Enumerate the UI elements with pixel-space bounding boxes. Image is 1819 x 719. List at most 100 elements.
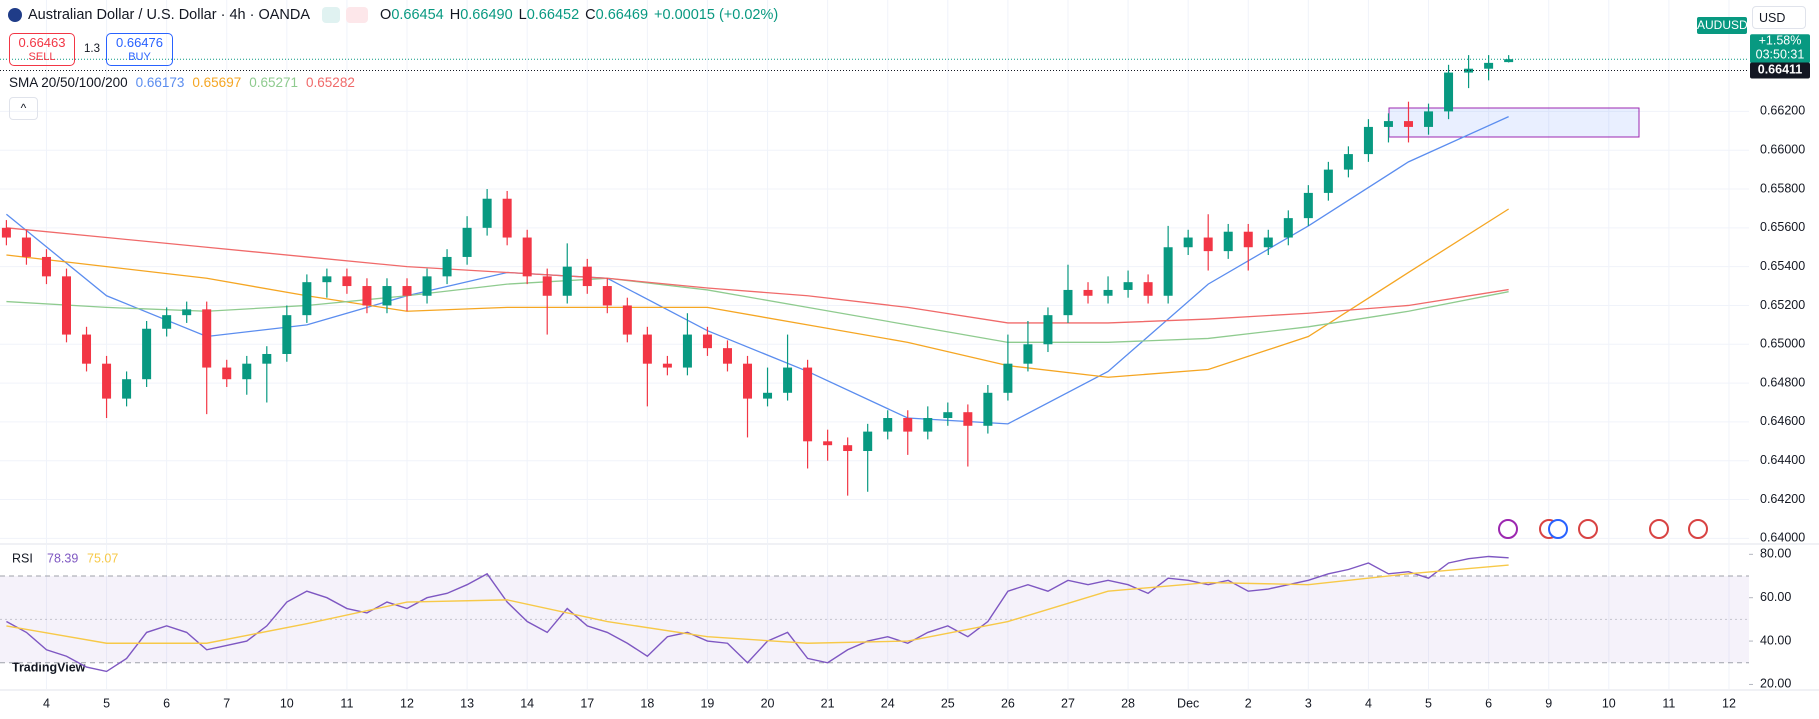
candle-body bbox=[1504, 59, 1514, 63]
x-tick-label: 13 bbox=[460, 696, 474, 710]
event-icon bbox=[1548, 519, 1568, 539]
buy-button[interactable]: 0.66476 BUY bbox=[106, 33, 173, 66]
x-tick-label: 7 bbox=[223, 696, 230, 710]
y-tick-label: 0.64200 bbox=[1760, 492, 1805, 506]
ohlc-label: C bbox=[585, 7, 596, 23]
x-tick-label: 14 bbox=[520, 696, 534, 710]
candle-body bbox=[542, 276, 552, 296]
candle-body bbox=[803, 367, 813, 442]
candle-body bbox=[1023, 344, 1033, 364]
x-tick-label: 11 bbox=[340, 696, 353, 710]
event-icon bbox=[1688, 519, 1708, 539]
y-tick-label: 60.00 bbox=[1760, 590, 1791, 604]
grid bbox=[0, 0, 1749, 689]
candle-body bbox=[883, 418, 893, 432]
x-tick-label: 17 bbox=[580, 696, 594, 710]
candle-body bbox=[1283, 218, 1293, 238]
candle-body bbox=[1183, 237, 1193, 248]
sell-button[interactable]: 0.66463 SELL bbox=[9, 33, 75, 66]
candle-body bbox=[642, 334, 652, 364]
y-tick-label: 0.64800 bbox=[1760, 375, 1805, 389]
x-tick-label: 9 bbox=[1545, 696, 1552, 710]
candle-body bbox=[162, 315, 172, 329]
x-tick-label: 12 bbox=[400, 696, 414, 710]
countdown: 03:50:31 bbox=[1756, 47, 1805, 61]
candle-body bbox=[1263, 237, 1273, 248]
candle-body bbox=[1243, 231, 1253, 248]
header: Australian Dollar / U.S. Dollar · 4h · O… bbox=[8, 7, 778, 23]
candle-body bbox=[983, 392, 993, 426]
candle-body bbox=[222, 367, 232, 380]
rsi-value: 78.39 bbox=[47, 551, 78, 565]
collapse-button[interactable]: ^ bbox=[9, 97, 38, 120]
rsi-title: RSI bbox=[12, 551, 33, 565]
candle-body bbox=[1403, 121, 1413, 127]
icon[interactable] bbox=[322, 7, 341, 23]
candle-body bbox=[702, 334, 712, 349]
event-icon bbox=[1649, 519, 1669, 539]
x-tick-label: 4 bbox=[43, 696, 50, 710]
last-price-tag bbox=[1750, 34, 1810, 64]
candle-body bbox=[1123, 282, 1133, 290]
candle-body bbox=[382, 286, 392, 306]
sma-line bbox=[5, 116, 1509, 425]
candle-body bbox=[582, 266, 592, 287]
candle-body bbox=[823, 441, 833, 446]
candle-body bbox=[61, 276, 71, 335]
y-tick-label: 0.66200 bbox=[1760, 104, 1805, 118]
y-tick-label: 80.00 bbox=[1760, 547, 1791, 561]
candle-body bbox=[562, 266, 572, 296]
y-tick-label: 20.00 bbox=[1760, 677, 1791, 691]
x-tick-label: 25 bbox=[941, 696, 955, 710]
candle-body bbox=[843, 445, 853, 452]
sma-title: SMA 20/50/100/200 bbox=[9, 75, 128, 90]
logo: TradingView bbox=[12, 660, 86, 674]
candle-body bbox=[82, 334, 92, 364]
candle-body bbox=[1063, 289, 1073, 316]
candle-body bbox=[502, 198, 512, 238]
candle-body bbox=[1363, 126, 1373, 155]
buy-label: BUY bbox=[128, 51, 151, 63]
y-tick-label: 0.64400 bbox=[1760, 453, 1805, 467]
ohlc-label: H bbox=[449, 7, 461, 23]
candle-body bbox=[943, 412, 953, 419]
x-tick-label: 26 bbox=[1001, 696, 1015, 710]
x-tick-label: 12 bbox=[1722, 696, 1736, 710]
ohlc-value: 0.66452 bbox=[526, 7, 580, 23]
candle-body bbox=[182, 309, 192, 316]
flag-icon bbox=[8, 8, 22, 22]
candle-body bbox=[402, 286, 412, 296]
candle-body bbox=[743, 363, 753, 399]
sma-value: 0.65282 bbox=[306, 75, 355, 90]
currency-select[interactable]: USD bbox=[1752, 6, 1806, 29]
candle-body bbox=[662, 363, 672, 368]
icon[interactable] bbox=[346, 7, 369, 23]
candle-body bbox=[1323, 169, 1333, 193]
candle-body bbox=[722, 348, 732, 364]
x-tick-label: 5 bbox=[103, 696, 110, 710]
candle-body bbox=[1303, 192, 1313, 219]
symbol-title[interactable]: Australian Dollar / U.S. Dollar · 4h · O… bbox=[28, 7, 311, 23]
candle-body bbox=[1343, 154, 1353, 170]
candle-body bbox=[622, 305, 632, 335]
x-tick-label: 24 bbox=[881, 696, 895, 710]
x-tick-label: 2 bbox=[1245, 696, 1252, 710]
candle-body bbox=[1103, 289, 1113, 296]
event-icons bbox=[1498, 519, 1708, 539]
sma-value: 0.65271 bbox=[249, 75, 299, 90]
event-icon bbox=[1578, 519, 1598, 539]
event-icon bbox=[1498, 519, 1518, 539]
x-tick-label: 11 bbox=[1662, 696, 1675, 710]
sma-value: 0.65697 bbox=[192, 75, 242, 90]
candle-body bbox=[102, 363, 112, 399]
ohlc-label: L bbox=[518, 7, 527, 23]
buy-price: 0.66476 bbox=[116, 35, 163, 50]
x-tick-label: 5 bbox=[1425, 696, 1432, 710]
candle-body bbox=[863, 431, 873, 452]
candle-body bbox=[482, 198, 492, 228]
y-tick-label: 0.64600 bbox=[1760, 414, 1805, 428]
candle-body bbox=[783, 367, 793, 393]
price-line-tag bbox=[1750, 62, 1810, 79]
spread: 1.3 bbox=[84, 43, 100, 55]
